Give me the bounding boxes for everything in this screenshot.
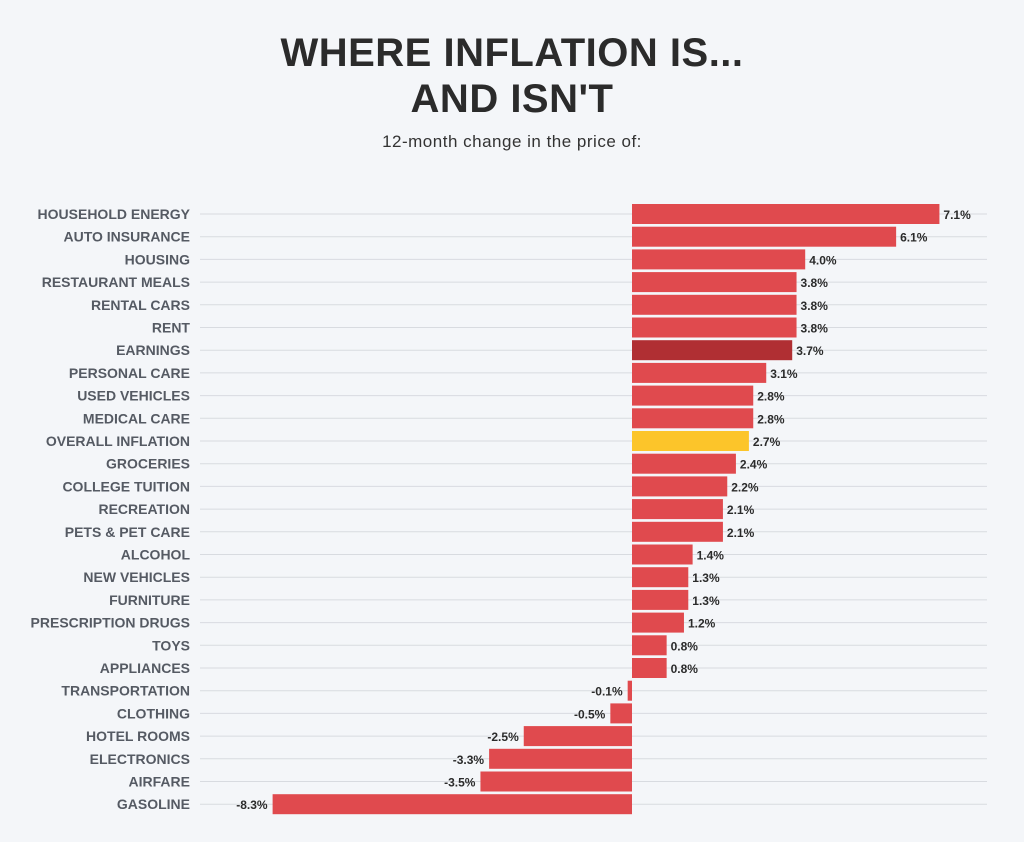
title-line-2: AND ISN'T xyxy=(410,77,614,121)
category-label: RENTAL CARS xyxy=(91,297,190,313)
value-label: 3.8% xyxy=(801,276,829,290)
value-label: 1.4% xyxy=(697,549,725,563)
category-label: USED VEHICLES xyxy=(77,388,190,404)
bar xyxy=(632,431,749,451)
bar xyxy=(632,589,689,610)
bar xyxy=(632,362,767,383)
value-label: 1.3% xyxy=(692,594,720,608)
bar xyxy=(632,499,723,520)
value-label: -8.3% xyxy=(236,798,268,812)
value-label: 2.2% xyxy=(731,480,759,494)
value-label: 1.2% xyxy=(688,617,716,631)
category-label: RENT xyxy=(152,320,191,336)
value-label: 2.1% xyxy=(727,503,755,517)
bar xyxy=(632,453,736,474)
bar xyxy=(632,476,728,497)
value-label: -0.1% xyxy=(591,685,623,699)
bar xyxy=(632,408,754,429)
bar xyxy=(480,771,632,792)
value-label: -3.3% xyxy=(453,753,485,767)
bar xyxy=(523,726,632,747)
chart-title: WHERE INFLATION IS... AND ISN'T xyxy=(0,30,1024,122)
value-label: 3.8% xyxy=(801,299,829,313)
bar xyxy=(627,680,632,701)
category-label: AUTO INSURANCE xyxy=(63,229,190,245)
bar xyxy=(632,612,684,633)
bar xyxy=(632,385,754,406)
value-label: 2.1% xyxy=(727,526,755,540)
category-label: MEDICAL CARE xyxy=(83,410,190,426)
bar xyxy=(632,544,693,565)
value-label: 2.7% xyxy=(753,435,781,449)
bar xyxy=(632,226,897,247)
category-label: GASOLINE xyxy=(117,796,190,812)
category-label: TOYS xyxy=(152,637,190,653)
bar xyxy=(632,294,797,315)
category-label: CLOTHING xyxy=(117,705,190,721)
value-label: 7.1% xyxy=(943,208,971,222)
category-label: PETS & PET CARE xyxy=(65,524,190,540)
bar xyxy=(632,521,723,542)
category-label: GROCERIES xyxy=(106,456,190,472)
bar xyxy=(632,272,797,293)
value-label: 3.7% xyxy=(796,344,824,358)
category-label: RESTAURANT MEALS xyxy=(42,274,190,290)
value-label: -2.5% xyxy=(487,730,519,744)
value-label: 3.8% xyxy=(801,322,829,336)
value-label: 1.3% xyxy=(692,571,720,585)
category-label: OVERALL INFLATION xyxy=(46,433,190,449)
bar xyxy=(632,317,797,338)
category-label: HOUSEHOLD ENERGY xyxy=(38,206,191,222)
value-label: 2.8% xyxy=(757,390,785,404)
category-label: ELECTRONICS xyxy=(90,751,190,767)
bar xyxy=(610,703,632,724)
category-label: PERSONAL CARE xyxy=(69,365,190,381)
value-label: -0.5% xyxy=(574,707,606,721)
bar xyxy=(632,340,793,361)
value-label: 3.1% xyxy=(770,367,798,381)
category-label: APPLIANCES xyxy=(100,660,190,676)
value-label: 6.1% xyxy=(900,231,928,245)
category-label: HOTEL ROOMS xyxy=(86,728,190,744)
value-label: -3.5% xyxy=(444,776,476,790)
category-label: PRESCRIPTION DRUGS xyxy=(31,615,190,631)
value-label: 0.8% xyxy=(671,662,699,676)
bar xyxy=(489,748,632,769)
title-line-1: WHERE INFLATION IS... xyxy=(280,31,744,75)
category-label: FURNITURE xyxy=(109,592,190,608)
category-label: EARNINGS xyxy=(116,342,190,358)
bar xyxy=(632,567,689,588)
value-label: 0.8% xyxy=(671,639,699,653)
category-label: HOUSING xyxy=(125,251,190,267)
bar xyxy=(632,635,667,656)
value-label: 2.4% xyxy=(740,458,768,472)
value-label: 4.0% xyxy=(809,253,837,267)
bar xyxy=(632,204,940,224)
value-label: 2.8% xyxy=(757,412,785,426)
bar xyxy=(632,249,806,270)
category-label: AIRFARE xyxy=(129,774,190,790)
chart-subtitle: 12-month change in the price of: xyxy=(382,132,642,151)
category-label: NEW VEHICLES xyxy=(83,569,190,585)
category-label: TRANSPORTATION xyxy=(61,683,190,699)
category-label: RECREATION xyxy=(98,501,190,517)
category-label: ALCOHOL xyxy=(121,547,191,563)
bar xyxy=(272,794,632,815)
category-label: COLLEGE TUITION xyxy=(62,478,190,494)
bar xyxy=(632,658,667,678)
